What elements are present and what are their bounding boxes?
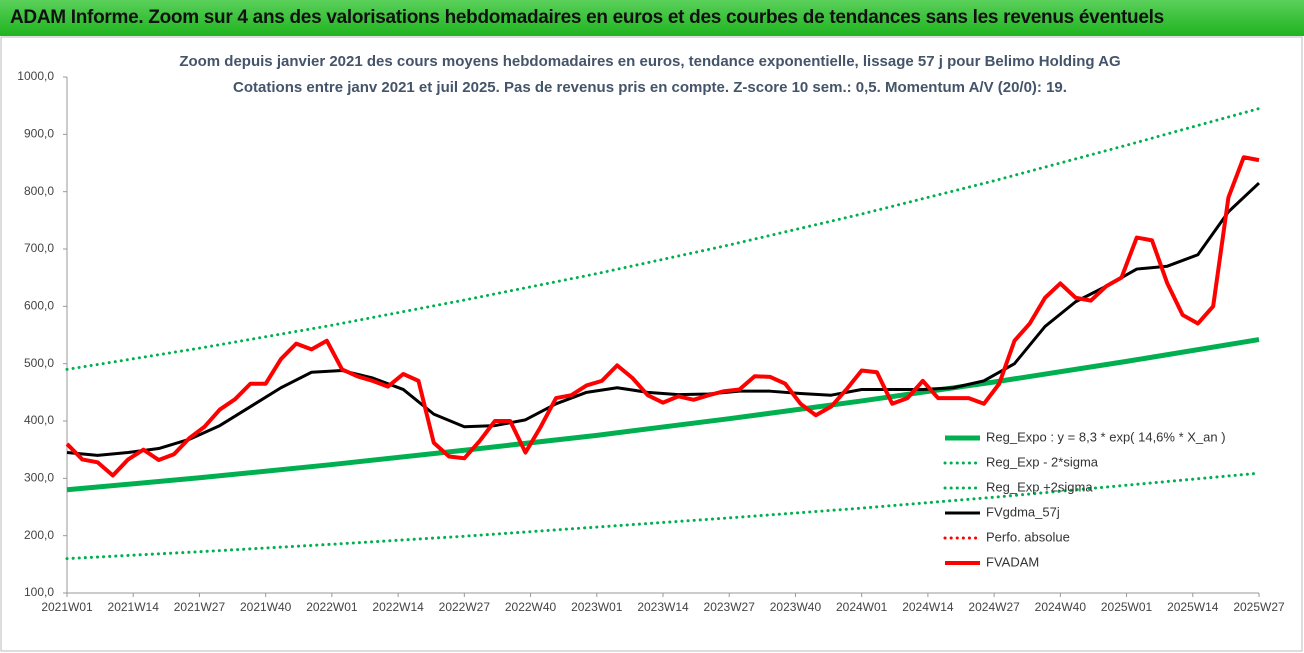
chart-title: Zoom depuis janvier 2021 des cours moyen… <box>179 53 1120 70</box>
series-line <box>65 107 1261 371</box>
legend-label: Reg_Exp - 2*sigma <box>986 454 1099 469</box>
x-tick-label: 2023W14 <box>637 600 689 614</box>
y-tick-label: 600,0 <box>24 299 54 313</box>
x-tick-label: 2024W14 <box>902 600 954 614</box>
x-tick-label: 2023W40 <box>770 600 822 614</box>
y-tick-label: 300,0 <box>24 471 54 485</box>
chart-frame <box>0 36 1303 652</box>
x-tick-label: 2022W27 <box>439 600 491 614</box>
legend-label: Reg_Expo : y = 8,3 * exp( 14,6% * X_an ) <box>986 429 1226 444</box>
chart-subtitle: Cotations entre janv 2021 et juil 2025. … <box>233 79 1067 96</box>
banner: ADAM Informe. Zoom sur 4 ans des valoris… <box>0 0 1304 36</box>
x-tick-label: 2025W14 <box>1167 600 1219 614</box>
chart: Zoom depuis janvier 2021 des cours moyen… <box>0 36 1303 652</box>
x-tick-label: 2021W27 <box>174 600 226 614</box>
series-line <box>65 155 1260 478</box>
x-tick-label: 2021W14 <box>108 600 160 614</box>
legend-label: FVADAM <box>986 554 1039 569</box>
y-tick-label: 400,0 <box>24 413 54 427</box>
x-tick-label: 2022W14 <box>372 600 424 614</box>
x-tick-label: 2021W01 <box>41 600 93 614</box>
x-tick-label: 2024W01 <box>836 600 888 614</box>
y-tick-label: 700,0 <box>24 241 54 255</box>
y-tick-label: 100,0 <box>24 585 54 599</box>
legend-label: Perfo. absolue <box>986 529 1070 544</box>
y-tick-label: 1000,0 <box>17 69 54 83</box>
x-tick-label: 2025W27 <box>1233 600 1285 614</box>
x-tick-label: 2023W27 <box>704 600 756 614</box>
y-tick-label: 200,0 <box>24 528 54 542</box>
legend-label: FVgdma_57j <box>986 504 1060 519</box>
y-tick-label: 500,0 <box>24 356 54 370</box>
legend-label: Reg_Exp +2sigma <box>986 479 1093 494</box>
x-tick-label: 2024W40 <box>1035 600 1087 614</box>
y-tick-label: 800,0 <box>24 184 54 198</box>
x-tick-label: 2021W40 <box>240 600 292 614</box>
x-tick-label: 2024W27 <box>968 600 1020 614</box>
banner-title: ADAM Informe. Zoom sur 4 ans des valoris… <box>10 7 1164 28</box>
series-line <box>66 337 1260 493</box>
x-tick-label: 2023W01 <box>571 600 623 614</box>
x-tick-label: 2022W40 <box>505 600 557 614</box>
series-line <box>65 471 1261 561</box>
x-tick-label: 2025W01 <box>1101 600 1153 614</box>
x-tick-label: 2022W01 <box>306 600 358 614</box>
y-tick-label: 900,0 <box>24 127 54 141</box>
series-line <box>66 181 1261 457</box>
